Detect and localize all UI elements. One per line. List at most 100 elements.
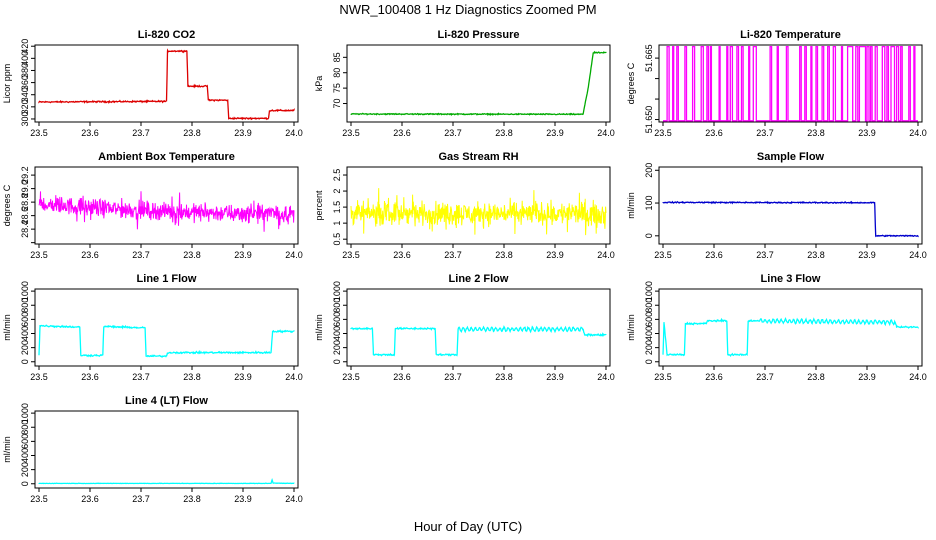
y-tick-label: 200	[332, 340, 342, 355]
y-tick-label: 320	[20, 99, 30, 114]
series-line	[38, 48, 295, 121]
y-tick-label: 600	[644, 312, 654, 327]
y-tick-label: 28.4	[20, 220, 30, 238]
x-tick-label: 23.6	[81, 250, 99, 260]
y-tick-label: 1000	[20, 281, 30, 301]
x-tick-label: 23.9	[546, 128, 564, 138]
x-tick-label: 23.7	[756, 250, 774, 260]
y-tick-label: 1.5	[332, 201, 342, 214]
x-tick-label: 23.6	[705, 372, 723, 382]
y-tick-label: 380	[20, 63, 30, 78]
chart-title: Li-820 Temperature	[740, 29, 841, 41]
chart-panel: Gas Stream RH percent 23.5 23.6 23.7 23.8 23.9…	[314, 151, 615, 260]
y-tick-label: 2.5	[332, 169, 342, 182]
series-line-path	[663, 45, 918, 122]
x-tick-label: 24.0	[597, 372, 615, 382]
series-line	[38, 324, 295, 358]
x-tick-label: 23.7	[444, 372, 462, 382]
y-tick-label: 340	[20, 87, 30, 102]
x-tick-label: 23.6	[393, 372, 411, 382]
y-tick-label: 0	[644, 233, 654, 238]
x-tick-label: 23.6	[81, 128, 99, 138]
series-line	[350, 325, 607, 357]
x-tick-label: 23.8	[183, 128, 201, 138]
chart-title: Sample Flow	[757, 151, 825, 163]
y-tick-label: 360	[20, 75, 30, 90]
x-tick-label: 23.5	[30, 494, 48, 504]
x-tick-label: 23.5	[30, 128, 48, 138]
y-tick-label: 400	[332, 326, 342, 341]
series-line-path	[38, 478, 295, 485]
x-tick-label: 23.8	[495, 372, 513, 382]
y-tick-label: 0	[20, 359, 30, 364]
x-tick-label: 23.8	[183, 372, 201, 382]
x-tick-label: 24.0	[909, 128, 927, 138]
x-tick-label: 23.5	[654, 372, 672, 382]
y-tick-label: 29.0	[20, 180, 30, 198]
series-line-path	[350, 188, 607, 236]
y-tick-label: 85	[332, 52, 342, 62]
series-line	[38, 191, 295, 232]
x-tick-label: 23.6	[705, 250, 723, 260]
x-tick-label: 23.5	[654, 250, 672, 260]
x-tick-label: 23.8	[807, 128, 825, 138]
y-tick-label: 80	[332, 68, 342, 78]
x-tick-label: 23.7	[756, 372, 774, 382]
series-line	[663, 45, 918, 122]
series-line-path	[38, 48, 295, 121]
y-tick-label: 400	[644, 326, 654, 341]
y-axis-label: ml/min	[2, 314, 12, 341]
y-axis-label: degrees C	[2, 184, 12, 226]
y-tick-label: 800	[332, 298, 342, 313]
x-tick-label: 23.5	[654, 128, 672, 138]
x-tick-label: 23.9	[234, 128, 252, 138]
y-tick-label: 1000	[644, 281, 654, 301]
y-tick-label: 200	[644, 340, 654, 355]
x-tick-label: 23.6	[393, 250, 411, 260]
chart-panel: Line 3 Flow ml/min 23.5 23.6 23.7 23.8 23.9 24.…	[626, 273, 927, 382]
x-tick-label: 23.6	[81, 372, 99, 382]
x-tick-label: 23.8	[183, 250, 201, 260]
plot-frame	[346, 166, 611, 245]
y-tick-label: 28.6	[20, 207, 30, 225]
x-tick-label: 23.8	[495, 128, 513, 138]
y-tick-label: 420	[20, 39, 30, 54]
x-tick-label: 24.0	[597, 250, 615, 260]
y-tick-label: 200	[20, 340, 30, 355]
panels-grid: Li-820 CO2 Licor ppm 23.5 23.6 23.7 23.8 23.9 2…	[2, 29, 927, 504]
y-axis-label: ml/min	[2, 436, 12, 463]
x-tick-label: 23.8	[807, 372, 825, 382]
x-tick-label: 23.5	[342, 250, 360, 260]
chart-title: Gas Stream RH	[438, 151, 518, 163]
y-tick-label: 100	[644, 196, 654, 211]
y-axis-label: percent	[314, 190, 324, 221]
x-tick-label: 23.5	[30, 372, 48, 382]
x-tick-label: 23.5	[30, 250, 48, 260]
y-axis-label: ml/min	[626, 192, 636, 219]
x-tick-label: 24.0	[285, 250, 303, 260]
plot-frame	[346, 44, 611, 123]
chart-panel: Line 4 (LT) Flow ml/min 23.5 23.6 23.7 23.8 23…	[2, 395, 303, 504]
y-tick-label: 0	[644, 359, 654, 364]
figure-x-axis-label: Hour of Day (UTC)	[414, 519, 522, 534]
series-line	[350, 50, 607, 117]
series-line-path	[38, 191, 295, 232]
x-tick-label: 23.9	[546, 372, 564, 382]
y-tick-label: 29.2	[20, 166, 30, 184]
plot-frame	[346, 288, 611, 367]
x-tick-label: 23.9	[234, 494, 252, 504]
y-tick-label: 1000	[332, 281, 342, 301]
series-line-path	[662, 200, 919, 238]
plot-frame	[34, 288, 299, 367]
plot-frame	[34, 410, 299, 489]
plot-frame	[34, 44, 299, 123]
x-tick-label: 23.9	[546, 250, 564, 260]
x-tick-label: 23.8	[807, 250, 825, 260]
chart-title: Li-820 Pressure	[438, 29, 520, 41]
y-tick-label: 200	[644, 163, 654, 178]
plot-frame	[658, 166, 923, 245]
y-tick-label: 28.8	[20, 193, 30, 211]
chart-title: Line 4 (LT) Flow	[125, 395, 208, 407]
x-tick-label: 23.7	[444, 250, 462, 260]
